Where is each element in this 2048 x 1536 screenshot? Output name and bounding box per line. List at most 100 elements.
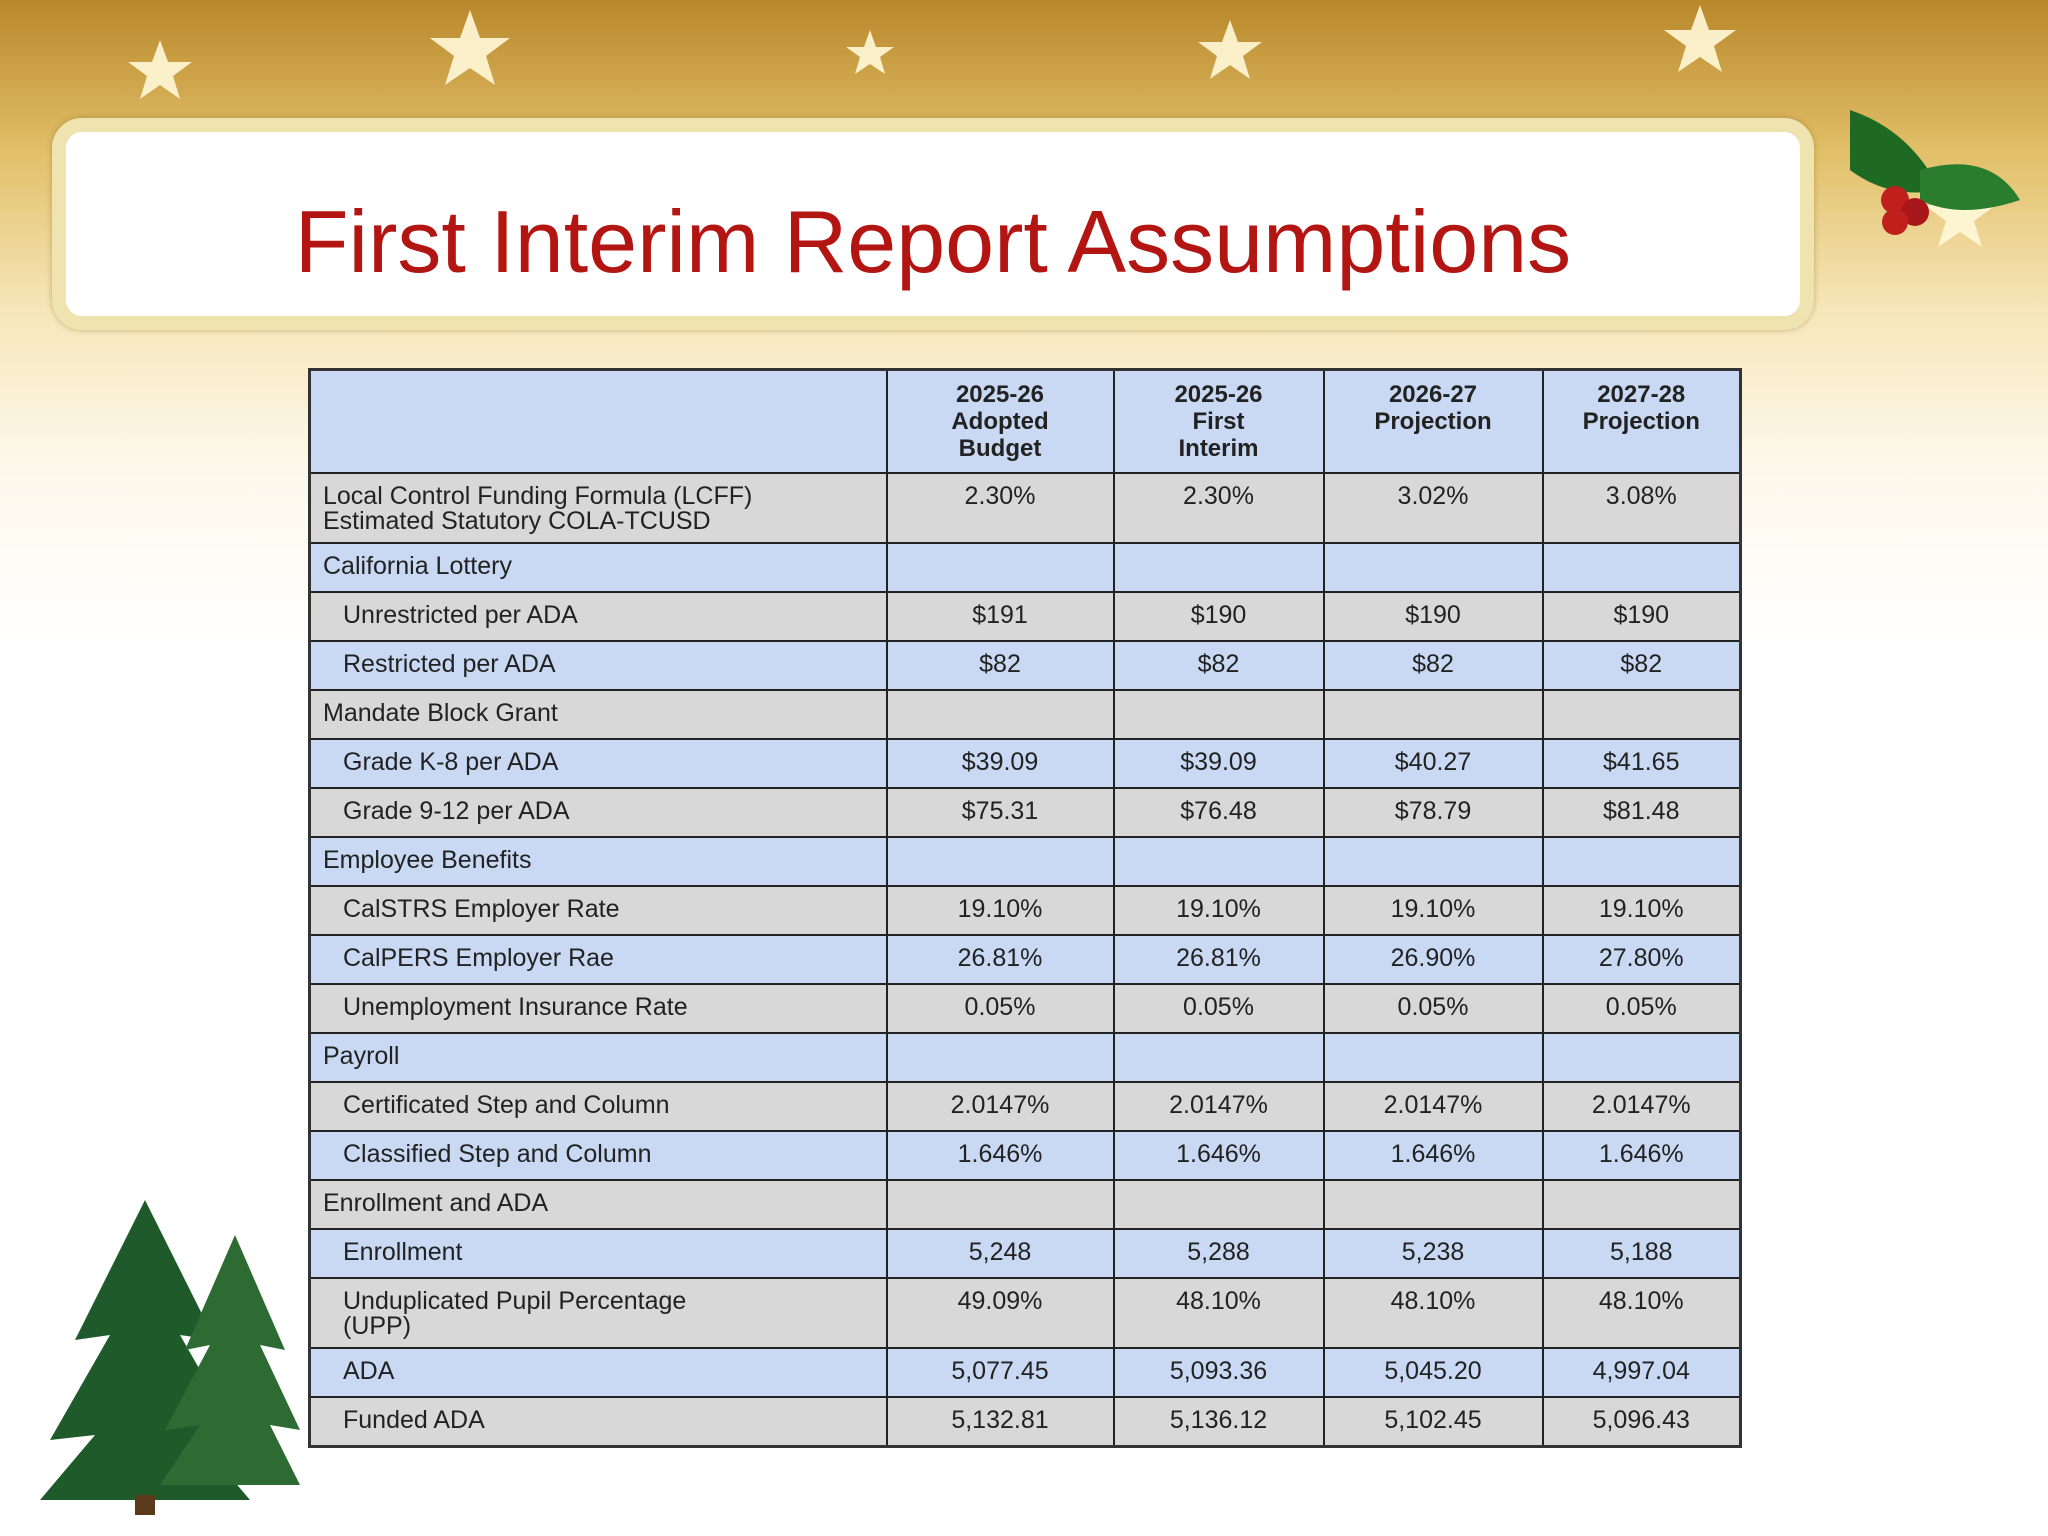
table-row: CalPERS Employer Rae 26.81% 26.81% 26.90% 27… [308,934,1742,985]
value-cell: 2.0147% [1112,1081,1325,1132]
row-label: Certificated Step and Column [308,1081,888,1132]
trees [40,1200,300,1515]
table-row: Payroll [308,1032,1742,1083]
empty-cell [1541,689,1742,740]
empty-cell [1322,689,1544,740]
value-cell: $81.48 [1541,787,1742,838]
value-cell: 5,288 [1112,1228,1325,1279]
row-label: Enrollment [308,1228,888,1279]
value-cell: 26.81% [1112,934,1325,985]
row-label: Funded ADA [308,1396,888,1448]
value-cell: $82 [885,640,1115,691]
table-row: California Lottery [308,542,1742,593]
empty-cell [1112,836,1325,887]
column-header: 2027-28 Projection [1541,368,1742,474]
value-cell: $82 [1322,640,1544,691]
value-cell: $78.79 [1322,787,1544,838]
value-cell: $39.09 [1112,738,1325,789]
value-cell: 0.05% [1322,983,1544,1034]
value-cell: 3.02% [1322,472,1544,544]
value-cell: $41.65 [1541,738,1742,789]
holly [1850,110,2020,235]
table-row: Unemployment Insurance Rate 0.05% 0.05% 0.0… [308,983,1742,1034]
empty-cell [1322,836,1544,887]
value-cell: 26.81% [885,934,1115,985]
row-label: Unemployment Insurance Rate [308,983,888,1034]
table-row: Restricted per ADA $82 $82 $82 $82 [308,640,1742,691]
value-cell: 5,045.20 [1322,1347,1544,1398]
value-cell: 0.05% [885,983,1115,1034]
column-header: 2026-27 Projection [1322,368,1544,474]
value-cell: $40.27 [1322,738,1544,789]
value-cell: 49.09% [885,1277,1115,1349]
value-cell: $190 [1112,591,1325,642]
value-cell: 26.90% [1322,934,1544,985]
value-cell: $82 [1112,640,1325,691]
value-cell: 19.10% [885,885,1115,936]
empty-cell [885,689,1115,740]
value-cell: 48.10% [1112,1277,1325,1349]
section-label: California Lottery [308,542,888,593]
value-cell: 2.0147% [1322,1081,1544,1132]
empty-cell [885,1032,1115,1083]
header-row: 2025-26 Adopted Budget 2025-26 First Inte… [308,368,1742,474]
empty-cell [1541,542,1742,593]
value-cell: $190 [1541,591,1742,642]
empty-cell [1112,542,1325,593]
empty-cell [1322,1032,1544,1083]
empty-cell [1322,542,1544,593]
row-label: Restricted per ADA [308,640,888,691]
value-cell: $191 [885,591,1115,642]
table-row: Grade 9-12 per ADA $75.31 $76.48 $78.79 $81.… [308,787,1742,838]
value-cell: 4,997.04 [1541,1347,1742,1398]
table-row: Unrestricted per ADA $191 $190 $190 $190 [308,591,1742,642]
value-cell: 0.05% [1112,983,1325,1034]
corner-cell [308,368,888,474]
value-cell: 5,077.45 [885,1347,1115,1398]
row-label: CalPERS Employer Rae [308,934,888,985]
value-cell: 5,136.12 [1112,1396,1325,1448]
table-row: Grade K-8 per ADA $39.09 $39.09 $40.27 $41.6… [308,738,1742,789]
column-header: 2025-26 Adopted Budget [885,368,1115,474]
table-row: Employee Benefits [308,836,1742,887]
empty-cell [885,542,1115,593]
value-cell: 2.30% [885,472,1115,544]
value-cell: 5,102.45 [1322,1396,1544,1448]
value-cell: 19.10% [1112,885,1325,936]
value-cell: 1.646% [1322,1130,1544,1181]
value-cell: 1.646% [885,1130,1115,1181]
section-label: Mandate Block Grant [308,689,888,740]
table-row: Mandate Block Grant [308,689,1742,740]
value-cell: 1.646% [1112,1130,1325,1181]
row-label: Local Control Funding Formula (LCFF) Est… [308,472,888,544]
value-cell: 0.05% [1541,983,1742,1034]
empty-cell [1541,1032,1742,1083]
value-cell: 2.30% [1112,472,1325,544]
value-cell: 5,096.43 [1541,1396,1742,1448]
value-cell: 2.0147% [885,1081,1115,1132]
empty-cell [1541,1179,1742,1230]
value-cell: $76.48 [1112,787,1325,838]
row-label: Unrestricted per ADA [308,591,888,642]
row-label: Grade K-8 per ADA [308,738,888,789]
section-label: Employee Benefits [308,836,888,887]
value-cell: $75.31 [885,787,1115,838]
empty-cell [885,836,1115,887]
column-header: 2025-26 First Interim [1112,368,1325,474]
row-label: Classified Step and Column [308,1130,888,1181]
empty-cell [1541,836,1742,887]
value-cell: 5,248 [885,1228,1115,1279]
table-row: Local Control Funding Formula (LCFF) Est… [308,472,1742,544]
table-row: Certificated Step and Column 2.0147% 2.014… [308,1081,1742,1132]
value-cell: 19.10% [1541,885,1742,936]
row-label: Grade 9-12 per ADA [308,787,888,838]
value-cell: $82 [1541,640,1742,691]
row-label: ADA [308,1347,888,1398]
value-cell: 2.0147% [1541,1081,1742,1132]
empty-cell [885,1179,1115,1230]
empty-cell [1112,1179,1325,1230]
value-cell: 27.80% [1541,934,1742,985]
value-cell: $190 [1322,591,1544,642]
